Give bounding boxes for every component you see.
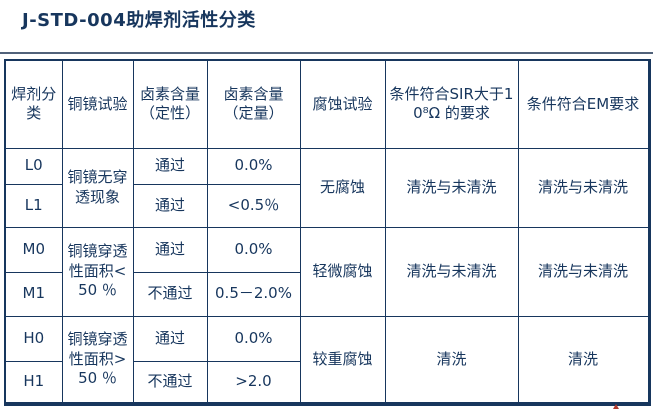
cell-flux-class: L0 (4, 147, 63, 185)
table-row-l0: L0 铜镜无穿透现象 通过 0.0% 无腐蚀 清洗与未清洗 清洗与未清洗 (4, 147, 650, 228)
col-header-sir-requirement: 条件符合SIR大于10⁸Ω 的要求 (384, 59, 519, 149)
table-row-m1: M1 不通过 0.5－2.0% (4, 271, 649, 317)
col-header-corrosion-test: 腐蚀试验 (299, 59, 386, 149)
cell-flux-class: H1 (4, 360, 63, 405)
cell-halide-quantitative: 0.5－2.0% (206, 271, 301, 317)
cell-halide-qualitative: 通过 (132, 226, 208, 273)
cell-corrosion: 较重腐蚀 (299, 315, 386, 405)
cell-flux-class: M0 (4, 226, 63, 273)
cell-sir-requirement: 清洗与未清洗 (384, 147, 519, 228)
cell-halide-qualitative: 通过 (132, 183, 208, 228)
red-pointer-artifact (613, 404, 619, 409)
cell-halide-quantitative: 0.0% (206, 147, 301, 185)
cell-copper-mirror: 铜镜穿透性面积< 50 ％ (61, 226, 134, 317)
cell-corrosion: 无腐蚀 (299, 147, 386, 228)
cell-flux-class: H0 (4, 315, 63, 362)
page-title: J-STD-004助焊剂活性分类 (22, 10, 256, 31)
col-header-flux-class: 焊剂分类 (4, 59, 63, 149)
cell-halide-qualitative: 不通过 (132, 360, 208, 405)
cell-flux-class: M1 (4, 271, 63, 317)
col-header-copper-mirror-test: 铜镜试验 (61, 59, 134, 149)
cell-halide-quantitative: 0.0% (206, 315, 301, 362)
cell-halide-qualitative: 不通过 (132, 271, 208, 317)
cell-corrosion: 轻微腐蚀 (299, 226, 386, 317)
cell-halide-qualitative: 通过 (132, 147, 208, 185)
table-row-h1: H1 不通过 >2.0 (4, 360, 649, 405)
table-row-h0: H0 铜镜穿透性面积> 50 ％ 通过 0.0% 较重腐蚀 清洗 清洗 (4, 315, 650, 405)
table-header-row: 焊剂分类 铜镜试验 卤素含量（定性） 卤素含量（定量） 腐蚀试验 条件符合SIR… (4, 59, 650, 149)
flux-classification-table: 焊剂分类 铜镜试验 卤素含量（定性） 卤素含量（定量） 腐蚀试验 条件符合SIR… (4, 59, 651, 406)
title-underline-rule (0, 52, 653, 54)
cell-halide-quantitative: >2.0 (206, 360, 301, 405)
col-header-em-requirement: 条件符合EM要求 (517, 59, 650, 149)
cell-em-requirement: 清洗与未清洗 (517, 147, 650, 228)
col-header-halide-quantitative: 卤素含量（定量） (206, 59, 301, 149)
cell-sir-requirement: 清洗 (384, 315, 519, 405)
cell-copper-mirror: 铜镜无穿透现象 (61, 147, 134, 228)
table-row-l1: L1 通过 <0.5％ (4, 183, 649, 228)
cell-halide-qualitative: 通过 (132, 315, 208, 362)
cell-halide-quantitative: <0.5％ (206, 183, 301, 228)
cell-flux-class: L1 (4, 183, 63, 228)
cell-em-requirement: 清洗与未清洗 (517, 226, 650, 317)
col-header-halide-qualitative: 卤素含量（定性） (132, 59, 208, 149)
cell-copper-mirror: 铜镜穿透性面积> 50 ％ (61, 315, 134, 405)
cell-sir-requirement: 清洗与未清洗 (384, 226, 519, 317)
table-row-m0: M0 铜镜穿透性面积< 50 ％ 通过 0.0% 轻微腐蚀 清洗与未清洗 清洗与… (4, 226, 650, 317)
cell-halide-quantitative: 0.0% (206, 226, 301, 273)
cell-em-requirement: 清洗 (517, 315, 650, 405)
